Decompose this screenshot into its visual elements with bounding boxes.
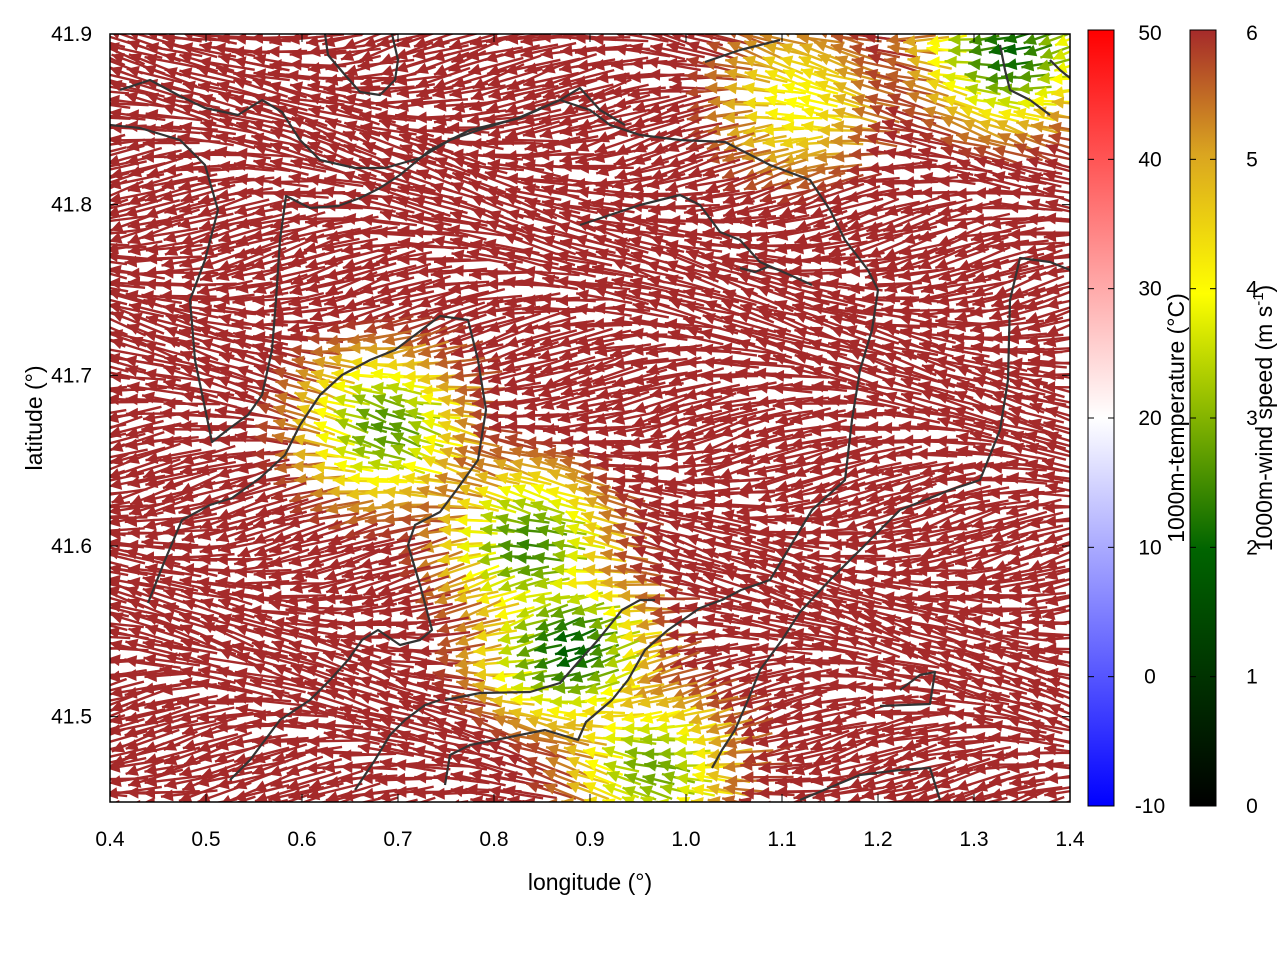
- x-tick-label: 0.9: [575, 828, 604, 851]
- wind-arrow: [777, 801, 833, 813]
- y-tick-label: 41.9: [51, 23, 92, 46]
- y-tick-label: 41.8: [51, 194, 92, 217]
- colorbar-tick-label: 0: [1144, 666, 1156, 689]
- colorbar-tick-label: 1: [1246, 666, 1258, 689]
- colorbar-tick-label: 10: [1138, 536, 1161, 559]
- y-tick-label: 41.5: [51, 706, 92, 729]
- wind-arrow: [163, 802, 220, 814]
- colorbar-tick-label: 40: [1138, 148, 1161, 171]
- colorbar-tick-label: 30: [1138, 278, 1161, 301]
- wind-label-main: 1000m-wind speed (m s: [1251, 306, 1277, 551]
- wind-arrow: [217, 801, 273, 816]
- wind-arrow: [412, 801, 468, 814]
- temperature-colorbar-label: 1000m-temperature (°C): [1163, 293, 1189, 543]
- x-tick-label: 1.4: [1055, 828, 1085, 851]
- colorbar-tick-label: 0: [1246, 795, 1258, 818]
- colorbar-tick-label: 6: [1246, 22, 1258, 45]
- x-tick-label: 1.2: [863, 828, 892, 851]
- x-tick-label: 1.0: [671, 828, 700, 851]
- x-tick-label: 0.5: [191, 828, 220, 851]
- colorbar-tick-label: 50: [1138, 22, 1161, 45]
- y-axis-label: latitude (°): [21, 365, 47, 470]
- x-tick-label: 0.4: [95, 828, 125, 851]
- x-tick-label: 1.1: [767, 828, 796, 851]
- wind-label-end: ): [1251, 285, 1277, 293]
- x-tick-label: 1.3: [959, 828, 988, 851]
- wind-arrow: [433, 801, 489, 813]
- y-tick-label: 41.6: [51, 535, 92, 558]
- y-tick-label: 41.7: [51, 364, 92, 387]
- colorbar-tick-label: -10: [1135, 795, 1165, 818]
- wind-arrow: [398, 801, 455, 813]
- colorbar-tick-label: 5: [1246, 148, 1258, 171]
- x-tick-label: 0.8: [479, 828, 508, 851]
- wind-label-sup: -1: [1250, 292, 1267, 305]
- x-axis-label: longitude (°): [528, 869, 652, 895]
- wind-speed-colorbar-label: 1000m-wind speed (m s-1): [1250, 285, 1277, 551]
- colorbar-tick-label: 20: [1138, 407, 1161, 430]
- x-tick-label: 0.6: [287, 828, 316, 851]
- x-tick-label: 0.7: [383, 828, 412, 851]
